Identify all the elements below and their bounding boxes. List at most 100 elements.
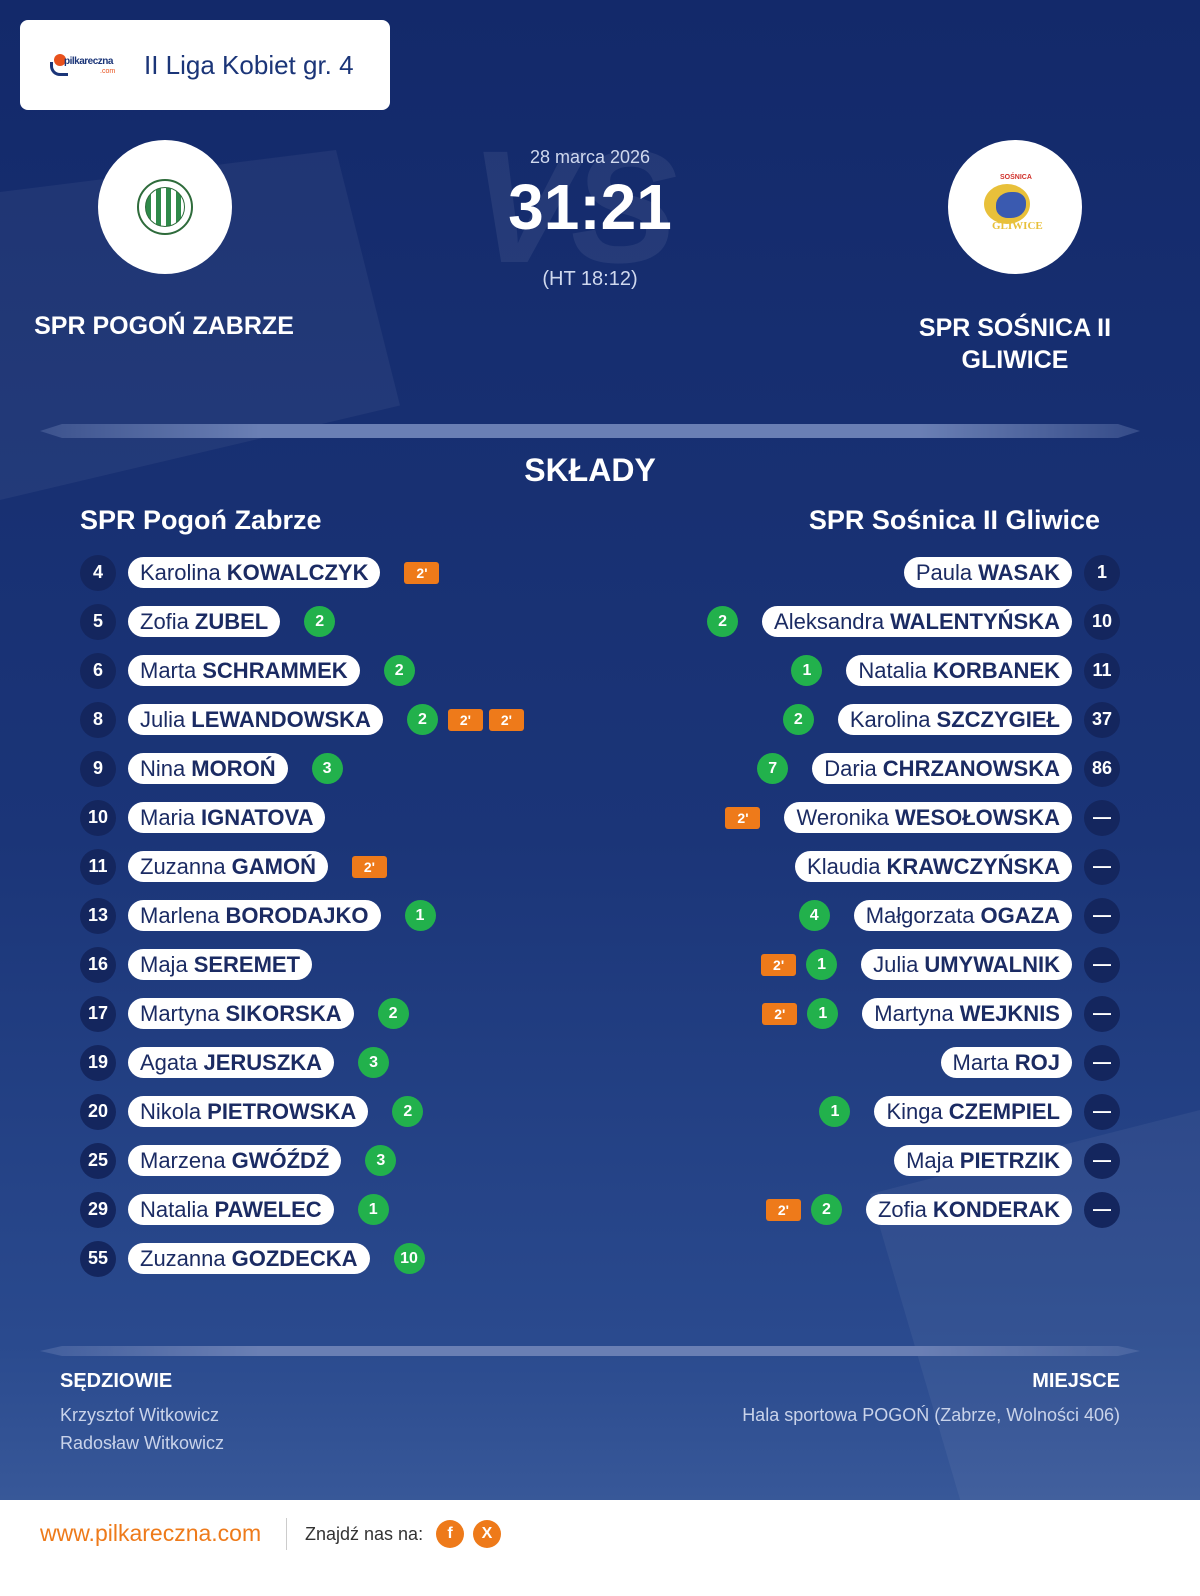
player-name[interactable]: Maja SEREMET bbox=[128, 949, 313, 980]
player-name[interactable]: Marlena BORODAJKO bbox=[128, 900, 381, 931]
player-name[interactable]: Julia UMYWALNIK bbox=[861, 949, 1072, 980]
player-row[interactable]: 6 Marta SCHRAMMEK 2 bbox=[80, 646, 530, 695]
player-name[interactable]: Karolina KOWALCZYK bbox=[128, 557, 381, 588]
player-first-name: Aleksandra bbox=[774, 608, 885, 634]
goals-badge: 3 bbox=[358, 1047, 390, 1078]
player-events: 7 bbox=[747, 753, 789, 784]
player-name[interactable]: Zofia ZUBEL bbox=[128, 606, 281, 637]
player-row[interactable]: 1 Paula WASAK bbox=[697, 548, 1120, 597]
player-name[interactable]: Zofia KONDERAK bbox=[865, 1194, 1072, 1225]
player-row[interactable]: 11 Zuzanna GAMOŃ 2' bbox=[80, 842, 530, 891]
player-row[interactable]: 25 Marzena GWÓŹDŹ 3 bbox=[80, 1136, 530, 1185]
player-number: 11 bbox=[80, 848, 116, 885]
player-events: 1 2' bbox=[755, 949, 838, 980]
player-row[interactable]: — Marta ROJ bbox=[697, 1038, 1120, 1087]
player-name[interactable]: Daria CHRZANOWSKA bbox=[812, 753, 1072, 784]
player-surname: SZCZYGIEŁ bbox=[936, 706, 1060, 732]
player-name[interactable]: Marzena GWÓŹDŹ bbox=[128, 1145, 342, 1176]
sosnica-badge-icon: SOŚNICA GLIWICE bbox=[980, 172, 1050, 242]
player-name[interactable]: Zuzanna GOZDECKA bbox=[128, 1243, 370, 1274]
player-first-name: Maja bbox=[906, 1147, 954, 1173]
player-events: 10 bbox=[393, 1243, 435, 1274]
player-number: — bbox=[1084, 1191, 1120, 1228]
player-row[interactable]: 16 Maja SEREMET bbox=[80, 940, 530, 989]
match-date: 28 marca 2026 bbox=[529, 147, 651, 167]
suspension-badge: 2' bbox=[765, 1198, 801, 1221]
player-number: 86 bbox=[1084, 750, 1120, 787]
player-name[interactable]: Natalia KORBANEK bbox=[846, 655, 1072, 686]
player-surname: WEJKNIS bbox=[959, 1000, 1060, 1026]
vs-watermark: VS bbox=[470, 117, 677, 296]
player-name[interactable]: Julia LEWANDOWSKA bbox=[128, 704, 383, 735]
facebook-icon[interactable]: f bbox=[436, 1520, 464, 1548]
pilkareczna-logo: pilkareczna .com bbox=[50, 50, 122, 80]
player-first-name: Zuzanna bbox=[140, 853, 226, 879]
player-name[interactable]: Zuzanna GAMOŃ bbox=[128, 851, 328, 882]
player-name[interactable]: Kinga CZEMPIEL bbox=[874, 1096, 1072, 1127]
player-row[interactable]: 29 Natalia PAWELEC 1 bbox=[80, 1185, 530, 1234]
player-name[interactable]: Nina MOROŃ bbox=[128, 753, 288, 784]
player-row[interactable]: — Weronika WESOŁOWSKA 2' bbox=[697, 793, 1120, 842]
player-surname: OGAZA bbox=[980, 902, 1060, 928]
player-events: 2 bbox=[392, 1096, 433, 1127]
player-name[interactable]: Aleksandra WALENTYŃSKA bbox=[762, 606, 1072, 637]
player-name[interactable]: Małgorzata OGAZA bbox=[853, 900, 1072, 931]
suspension-badge: 2' bbox=[488, 708, 524, 731]
player-row[interactable]: 8 Julia LEWANDOWSKA 2 2' 2' bbox=[80, 695, 530, 744]
player-name[interactable]: Martyna SIKORSKA bbox=[128, 998, 354, 1029]
player-row[interactable]: 4 Karolina KOWALCZYK 2' bbox=[80, 548, 530, 597]
player-first-name: Małgorzata bbox=[865, 902, 975, 928]
player-row[interactable]: 13 Marlena BORODAJKO 1 bbox=[80, 891, 530, 940]
site-link[interactable]: www.pilkareczna.com bbox=[40, 1520, 262, 1546]
x-icon[interactable]: X bbox=[473, 1520, 501, 1548]
player-row[interactable]: 55 Zuzanna GOZDECKA 10 bbox=[80, 1234, 530, 1283]
player-row[interactable]: — Małgorzata OGAZA 4 bbox=[697, 891, 1120, 940]
player-name[interactable]: Nikola PIETROWSKA bbox=[128, 1096, 369, 1127]
player-name[interactable]: Karolina SZCZYGIEŁ bbox=[837, 704, 1072, 735]
goals-badge: 1 bbox=[791, 655, 823, 686]
home-lineup-list: 4 Karolina KOWALCZYK 2' 5 Zofia ZUBEL 2 6 Marta SC… bbox=[80, 548, 530, 1283]
player-name[interactable]: Natalia PAWELEC bbox=[128, 1194, 334, 1225]
player-row[interactable]: 10 Aleksandra WALENTYŃSKA 2 bbox=[697, 597, 1120, 646]
suspension-badge: 2' bbox=[351, 855, 387, 878]
player-row[interactable]: 10 Maria IGNATOVA bbox=[80, 793, 530, 842]
player-name[interactable]: Maja PIETRZIK bbox=[894, 1145, 1072, 1176]
home-team-name: SPR POGOŃ ZABRZE bbox=[34, 312, 294, 340]
league-header[interactable]: pilkareczna .com II Liga Kobiet gr. 4 bbox=[20, 20, 390, 110]
player-name[interactable]: Marta SCHRAMMEK bbox=[128, 655, 360, 686]
player-surname: WASAK bbox=[978, 559, 1060, 585]
player-name[interactable]: Paula WASAK bbox=[903, 557, 1072, 588]
player-row[interactable]: 17 Martyna SIKORSKA 2 bbox=[80, 989, 530, 1038]
player-row[interactable]: — Klaudia KRAWCZYŃSKA bbox=[697, 842, 1120, 891]
player-name[interactable]: Martyna WEJKNIS bbox=[862, 998, 1072, 1029]
player-number: 1 bbox=[1084, 554, 1120, 591]
player-first-name: Weronika bbox=[796, 804, 889, 830]
player-row[interactable]: 20 Nikola PIETROWSKA 2 bbox=[80, 1087, 530, 1136]
player-first-name: Marta bbox=[952, 1049, 1009, 1075]
goals-badge: 1 bbox=[807, 998, 839, 1029]
player-surname: MOROŃ bbox=[191, 755, 276, 781]
player-row[interactable]: 11 Natalia KORBANEK 1 bbox=[697, 646, 1120, 695]
player-row[interactable]: 19 Agata JERUSZKA 3 bbox=[80, 1038, 530, 1087]
player-name[interactable]: Klaudia KRAWCZYŃSKA bbox=[795, 851, 1072, 882]
player-number: — bbox=[1084, 995, 1120, 1032]
player-events: 1 bbox=[809, 1096, 851, 1127]
player-row[interactable]: 5 Zofia ZUBEL 2 bbox=[80, 597, 530, 646]
player-name[interactable]: Weronika WESOŁOWSKA bbox=[784, 802, 1072, 833]
player-surname: SEREMET bbox=[193, 951, 301, 977]
player-row[interactable]: — Zofia KONDERAK 2 2' bbox=[697, 1185, 1120, 1234]
player-row[interactable]: — Maja PIETRZIK bbox=[697, 1136, 1120, 1185]
goals-badge: 2 bbox=[392, 1096, 424, 1127]
player-name[interactable]: Maria IGNATOVA bbox=[128, 802, 326, 833]
player-row[interactable]: 37 Karolina SZCZYGIEŁ 2 bbox=[697, 695, 1120, 744]
player-row[interactable]: — Kinga CZEMPIEL 1 bbox=[697, 1087, 1120, 1136]
player-row[interactable]: 86 Daria CHRZANOWSKA 7 bbox=[697, 744, 1120, 793]
player-surname: GAMOŃ bbox=[231, 853, 316, 879]
player-events: 2 bbox=[304, 606, 345, 637]
player-row[interactable]: 9 Nina MOROŃ 3 bbox=[80, 744, 530, 793]
player-row[interactable]: — Julia UMYWALNIK 1 2' bbox=[697, 940, 1120, 989]
player-name[interactable]: Agata JERUSZKA bbox=[128, 1047, 335, 1078]
player-name[interactable]: Marta ROJ bbox=[940, 1047, 1072, 1078]
player-surname: KRAWCZYŃSKA bbox=[886, 853, 1060, 879]
player-row[interactable]: — Martyna WEJKNIS 1 2' bbox=[697, 989, 1120, 1038]
